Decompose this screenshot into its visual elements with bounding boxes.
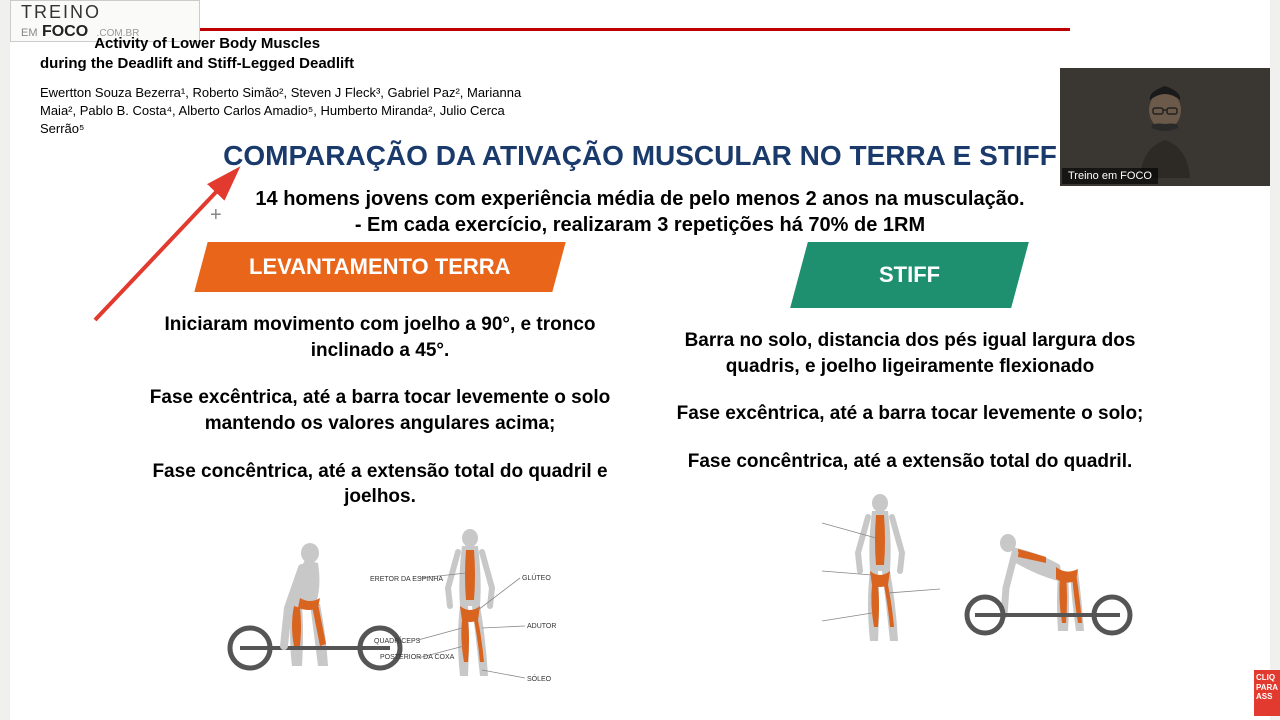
- divider-line: [200, 28, 1070, 31]
- stiff-desc-3: Fase concêntrica, até a extensão total d…: [660, 449, 1160, 475]
- svg-text:SÓLEO: SÓLEO: [527, 674, 552, 683]
- column-levantamento-terra: LEVANTAMENTO TERRA Iniciaram movimento c…: [130, 242, 630, 688]
- logo-text-em: EM: [21, 27, 38, 39]
- stiff-figure: [660, 493, 1160, 653]
- paper-title: ........... .Activity of Lower Body Musc…: [40, 34, 540, 73]
- terra-desc-2: Fase excêntrica, até a barra tocar levem…: [130, 385, 630, 436]
- header-terra: LEVANTAMENTO TERRA: [195, 242, 566, 292]
- column-stiff: STIFF Barra no solo, distancia dos pés i…: [660, 242, 1160, 653]
- svg-text:ADUTOR: ADUTOR: [527, 623, 556, 630]
- svg-text:QUADRÍCEPS: QUADRÍCEPS: [374, 636, 421, 645]
- header-stiff: STIFF: [791, 242, 1030, 308]
- stiff-desc-2: Fase excêntrica, até a barra tocar levem…: [660, 401, 1160, 427]
- svg-text:POSTERIOR DA COXA: POSTERIOR DA COXA: [380, 654, 455, 661]
- webcam-label: Treino em FOCO: [1062, 168, 1158, 184]
- webcam-overlay: Treino em FOCO: [1060, 68, 1270, 186]
- presenter-silhouette: [1120, 78, 1210, 178]
- terra-figure: ERETOR DA ESPINHA GLÚTEO ADUTOR QUADRÍCE…: [130, 528, 630, 688]
- svg-text:ERETOR DA ESPINHA: ERETOR DA ESPINHA: [370, 576, 443, 583]
- cursor-crosshair-icon: +: [210, 204, 222, 227]
- stiff-desc-1: Barra no solo, distancia dos pés igual l…: [660, 328, 1160, 379]
- cta-badge[interactable]: CLIQ PARA ASS: [1254, 670, 1280, 716]
- svg-text:GLÚTEO: GLÚTEO: [522, 573, 551, 582]
- logo-text-treino: TREINO: [21, 2, 101, 22]
- paper-authors: Ewertton Souza Bezerra¹, Roberto Simão²,…: [40, 84, 540, 139]
- terra-desc-3: Fase concêntrica, até a extensão total d…: [130, 459, 630, 510]
- terra-desc-1: Iniciaram movimento com joelho a 90°, e …: [130, 312, 630, 363]
